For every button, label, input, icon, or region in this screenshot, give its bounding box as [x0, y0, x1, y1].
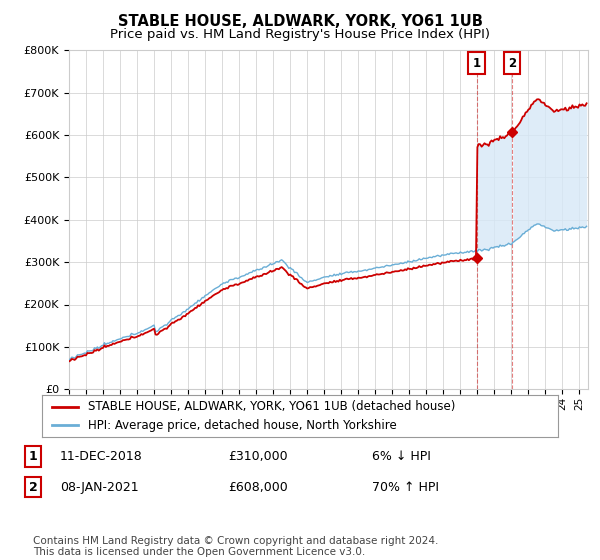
Text: 1: 1	[473, 57, 481, 69]
Text: 2: 2	[508, 57, 516, 69]
Text: 70% ↑ HPI: 70% ↑ HPI	[372, 480, 439, 494]
Text: 2: 2	[29, 480, 37, 494]
Text: £608,000: £608,000	[228, 480, 288, 494]
Text: 08-JAN-2021: 08-JAN-2021	[60, 480, 139, 494]
Text: STABLE HOUSE, ALDWARK, YORK, YO61 1UB: STABLE HOUSE, ALDWARK, YORK, YO61 1UB	[118, 14, 482, 29]
Text: 11-DEC-2018: 11-DEC-2018	[60, 450, 143, 463]
Text: 1: 1	[29, 450, 37, 463]
Text: 6% ↓ HPI: 6% ↓ HPI	[372, 450, 431, 463]
Text: Contains HM Land Registry data © Crown copyright and database right 2024.
This d: Contains HM Land Registry data © Crown c…	[33, 535, 439, 557]
Text: HPI: Average price, detached house, North Yorkshire: HPI: Average price, detached house, Nort…	[88, 418, 397, 432]
Text: STABLE HOUSE, ALDWARK, YORK, YO61 1UB (detached house): STABLE HOUSE, ALDWARK, YORK, YO61 1UB (d…	[88, 400, 456, 413]
Text: Price paid vs. HM Land Registry's House Price Index (HPI): Price paid vs. HM Land Registry's House …	[110, 28, 490, 41]
Text: £310,000: £310,000	[228, 450, 287, 463]
